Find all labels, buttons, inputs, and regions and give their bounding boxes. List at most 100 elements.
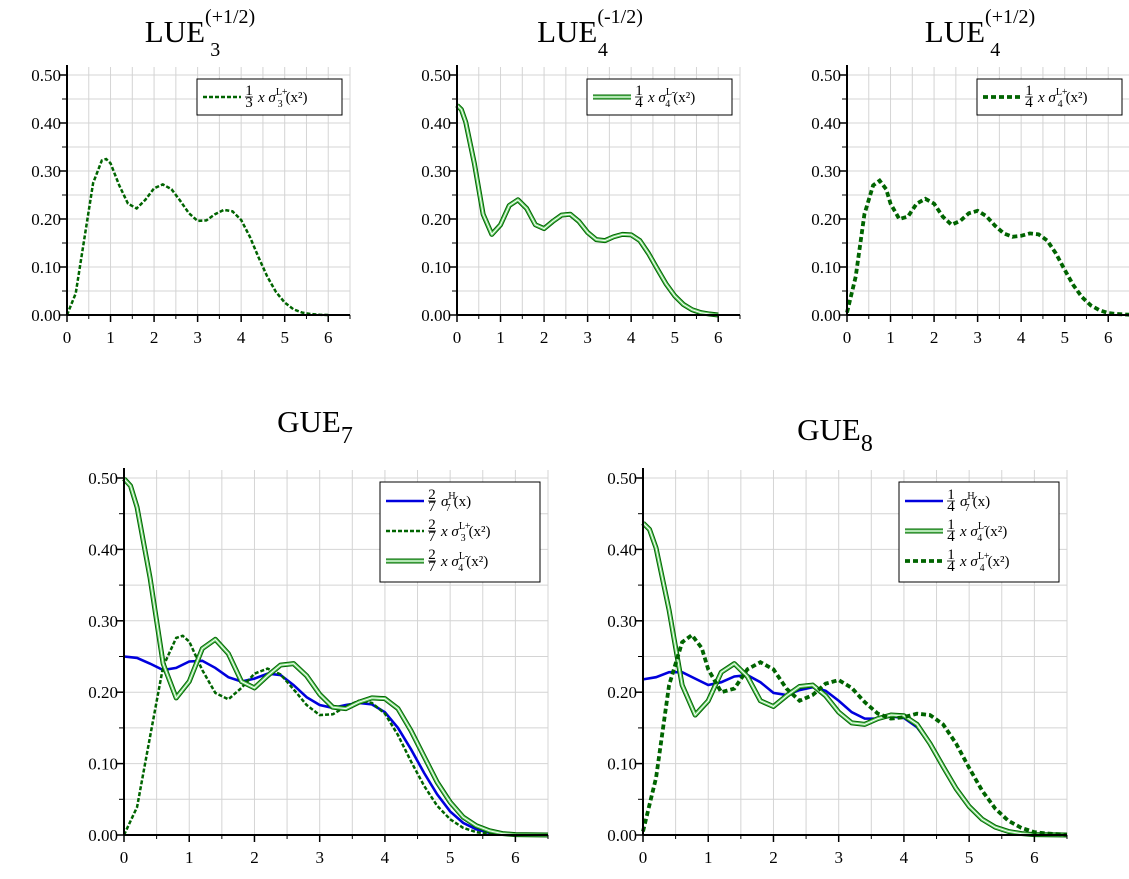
legend-coef-num: 1 xyxy=(947,547,955,563)
x-tick-label: 2 xyxy=(540,328,549,347)
y-tick-label: 0.40 xyxy=(811,114,841,133)
legend-coef-num: 2 xyxy=(428,487,436,503)
x-tick-label: 0 xyxy=(639,848,648,867)
y-tick-label: 0.30 xyxy=(31,162,61,181)
chart-panel-1: 0 1 2 3 4 5 6 0.00 0.10 0.20 0.30 0.40 0.50 LUE(+1/2)… xyxy=(31,6,351,347)
y-tick-label: 0.40 xyxy=(607,540,637,559)
legend-coef-den: 4 xyxy=(947,499,955,515)
series-1-line xyxy=(65,157,329,317)
chart-title: LUE(+1/2) 3 xyxy=(145,6,255,61)
legend-label: x σL+ 4 (x²) xyxy=(959,551,1010,574)
legend-coef-den: 3 xyxy=(245,95,253,111)
y-tick-label: 0.50 xyxy=(88,469,118,488)
legend-coef-den: 4 xyxy=(947,529,955,545)
x-tick-label: 1 xyxy=(106,328,115,347)
x-tick-label: 2 xyxy=(150,328,159,347)
legend-coef-num: 1 xyxy=(1025,83,1033,99)
legend-entry-1: 14 x σL+ 4 (x²) xyxy=(983,83,1088,111)
y-tick-label: 0.00 xyxy=(31,306,61,325)
x-tick-label: 5 xyxy=(280,328,289,347)
legend: 27 σH 7 (x)27 x σL+ 3 (x²)27 x σL-4 (x²) xyxy=(379,481,541,583)
y-tick-label: 0.50 xyxy=(607,469,637,488)
x-tick-label: 4 xyxy=(237,328,246,347)
y-tick-label: 0.10 xyxy=(421,258,451,277)
x-tick-label: 2 xyxy=(769,848,778,867)
x-tick-label: 0 xyxy=(120,848,129,867)
y-tick-label: 0.10 xyxy=(31,258,61,277)
x-tick-label: 1 xyxy=(185,848,194,867)
legend-label: σH 7 (x) xyxy=(960,491,990,514)
legend-label: x σL-4 (x²) xyxy=(959,521,1007,544)
legend-label: x σL+ 3 (x²) xyxy=(440,521,491,544)
legend-entry-2: 27 x σL+ 3 (x²) xyxy=(386,517,491,545)
legend: 14 σH 7 (x)14 x σL-4 (x²)14 x σL+ 4 (x²) xyxy=(898,481,1060,583)
x-tick-label: 1 xyxy=(496,328,505,347)
x-tick-label: 4 xyxy=(627,328,636,347)
legend-coef-den: 7 xyxy=(428,529,436,545)
x-tick-label: 5 xyxy=(670,328,679,347)
x-tick-label: 0 xyxy=(843,328,852,347)
x-tick-label: 6 xyxy=(1104,328,1113,347)
legend-label: x σL-4 (x²) xyxy=(440,551,488,574)
y-tick-label: 0.50 xyxy=(421,66,451,85)
y-tick-label: 0.20 xyxy=(421,210,451,229)
legend-label: x σL+ 4 (x²) xyxy=(1037,87,1088,110)
y-tick-label: 0.00 xyxy=(421,306,451,325)
legend: 14 x σL-4 (x²) xyxy=(586,78,733,116)
legend-coef-num: 1 xyxy=(947,517,955,533)
legend-coef-den: 4 xyxy=(1025,95,1033,111)
series-2-line xyxy=(122,634,516,837)
x-tick-label: 4 xyxy=(1017,328,1026,347)
legend-entry-1: 14 x σL-4 (x²) xyxy=(593,83,695,111)
y-tick-label: 0.00 xyxy=(88,826,118,845)
x-tick-label: 5 xyxy=(965,848,974,867)
chart-title: LUE(+1/2) 4 xyxy=(925,6,1035,61)
x-tick-label: 4 xyxy=(381,848,390,867)
legend: 14 x σL+ 4 (x²) xyxy=(976,78,1123,116)
x-tick-label: 6 xyxy=(1030,848,1039,867)
x-tick-label: 3 xyxy=(315,848,324,867)
series-1-line xyxy=(845,177,1129,317)
legend-coef-num: 2 xyxy=(428,517,436,533)
y-tick-label: 0.50 xyxy=(31,66,61,85)
x-tick-label: 4 xyxy=(900,848,909,867)
legend-entry-1: 14 σH 7 (x) xyxy=(905,487,990,515)
legend-coef-num: 1 xyxy=(245,83,253,99)
chart-panel-3: 0 1 2 3 4 5 6 0.00 0.10 0.20 0.30 0.40 0.50 LUE(+1/2)… xyxy=(811,6,1129,347)
legend-entry-3: 27 x σL-4 (x²) xyxy=(386,547,488,575)
x-tick-label: 0 xyxy=(453,328,462,347)
y-tick-label: 0.30 xyxy=(88,612,118,631)
y-tick-label: 0.40 xyxy=(88,540,118,559)
series-2-line-core xyxy=(642,522,1068,836)
x-tick-label: 6 xyxy=(714,328,723,347)
y-tick-label: 0.10 xyxy=(607,755,637,774)
y-tick-label: 0.20 xyxy=(607,683,637,702)
series-3-line xyxy=(641,632,1068,837)
series-1-line xyxy=(642,670,1068,837)
y-tick-label: 0.10 xyxy=(88,755,118,774)
legend-entry-1: 27 σH 7 (x) xyxy=(386,487,471,515)
chart-title: GUE8 xyxy=(797,412,873,457)
y-tick-label: 0.20 xyxy=(88,683,118,702)
x-tick-label: 3 xyxy=(583,328,592,347)
x-tick-label: 3 xyxy=(834,848,843,867)
x-tick-label: 2 xyxy=(250,848,259,867)
y-tick-label: 0.40 xyxy=(31,114,61,133)
legend-coef-den: 7 xyxy=(428,499,436,515)
y-tick-label: 0.40 xyxy=(421,114,451,133)
chart-title: GUE7 xyxy=(277,404,353,449)
legend-coef-num: 1 xyxy=(947,487,955,503)
x-tick-label: 2 xyxy=(930,328,939,347)
x-tick-label: 1 xyxy=(704,848,713,867)
legend-entry-3: 14 x σL+ 4 (x²) xyxy=(905,547,1010,575)
x-tick-label: 5 xyxy=(1060,328,1069,347)
legend-entry-1: 13 x σL+ 3 (x²) xyxy=(203,83,308,111)
legend-coef-num: 2 xyxy=(428,547,436,563)
chart-panel-2: 0 1 2 3 4 5 6 0.00 0.10 0.20 0.30 0.40 0.50 LUE(-1/2)… xyxy=(421,6,741,347)
series-1-line-core xyxy=(456,104,719,316)
y-tick-label: 0.30 xyxy=(811,162,841,181)
y-tick-label: 0.00 xyxy=(811,306,841,325)
